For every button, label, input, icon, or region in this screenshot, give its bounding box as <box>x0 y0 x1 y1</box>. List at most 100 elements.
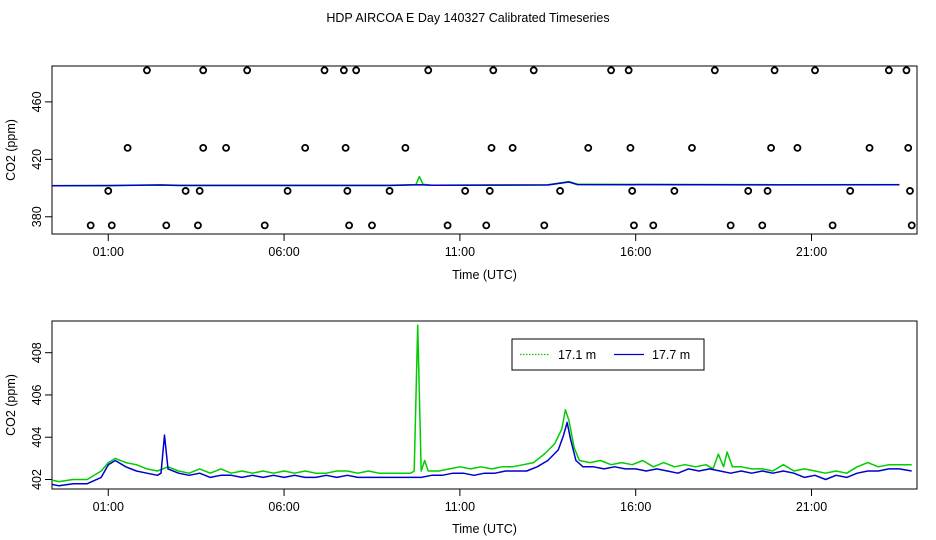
scatter-point <box>222 143 230 152</box>
top-panel: 01:00 06:00 11:00 16:00 21:00 380 420 460 Time (… <box>4 65 918 282</box>
x-axis-label: Time (UTC) <box>452 268 517 282</box>
scatter-point <box>828 221 837 230</box>
plot-frame <box>51 65 918 235</box>
scatter-point <box>443 221 452 230</box>
scatter-point <box>846 187 855 195</box>
scatter-point <box>726 221 735 230</box>
scatter-point <box>283 187 292 195</box>
scatter-point <box>556 187 564 195</box>
scatter-point <box>368 221 376 230</box>
y-tick-label: 460 <box>30 91 44 112</box>
scatter-point <box>260 221 269 230</box>
scatter-point <box>607 66 615 75</box>
scatter-point <box>744 187 753 195</box>
scatter-point <box>341 143 350 152</box>
scatter-point <box>107 221 116 230</box>
scatter-point <box>485 187 494 195</box>
y-axis-label: CO2 (ppm) <box>4 119 18 181</box>
plot-frame <box>51 320 918 490</box>
scatter-point <box>243 66 252 75</box>
x-tick-label: 11:00 <box>445 245 475 259</box>
scatter-series <box>86 66 916 230</box>
scatter-point <box>529 66 538 75</box>
y-tick-label: 380 <box>30 206 44 227</box>
scatter-point <box>123 143 132 152</box>
scatter-point <box>385 187 394 195</box>
scatter-point <box>86 221 95 230</box>
scatter-point <box>758 221 767 230</box>
scatter-point <box>904 143 913 152</box>
scatter-point <box>770 66 779 75</box>
x-tick-label: 21:00 <box>796 500 827 514</box>
scatter-point <box>710 66 719 75</box>
scatter-point <box>199 66 208 75</box>
scatter-point <box>461 187 470 195</box>
legend: 17.1 m 17.7 m <box>511 338 705 371</box>
scatter-point <box>181 187 190 195</box>
scatter-point <box>906 187 914 195</box>
scatter-point <box>628 187 637 195</box>
scatter-point <box>811 66 819 75</box>
scatter-point <box>907 221 916 230</box>
x-tick-label: 21:00 <box>796 245 827 259</box>
y-axis-label: CO2 (ppm) <box>4 374 18 436</box>
x-tick-label: 01:00 <box>93 500 124 514</box>
scatter-point <box>624 66 633 75</box>
scatter-point <box>489 66 498 75</box>
legend-label: 17.7 m <box>652 348 690 362</box>
plot-area <box>52 66 916 230</box>
scatter-point <box>162 221 171 230</box>
scatter-point <box>630 221 638 230</box>
scatter-point <box>688 143 696 152</box>
scatter-point <box>345 221 354 230</box>
scatter-point <box>143 66 151 75</box>
scatter-point <box>194 221 202 230</box>
scatter-point <box>865 143 874 152</box>
legend-label: 17.1 m <box>558 348 596 362</box>
scatter-point <box>649 221 658 230</box>
scatter-point <box>195 187 204 195</box>
scatter-point <box>352 66 361 75</box>
scatter-point <box>540 221 549 230</box>
scatter-point <box>401 143 410 152</box>
scatter-point <box>104 187 113 195</box>
scatter-point <box>584 143 593 152</box>
scatter-point <box>339 66 348 75</box>
scatter-point <box>902 66 911 75</box>
bottom-panel: 01:00 06:00 11:00 16:00 21:00 402 404 406 408 Tim… <box>4 320 918 536</box>
series-line-blue <box>52 181 900 187</box>
y-tick-label: 420 <box>30 149 44 170</box>
series-line-green <box>52 324 912 483</box>
x-tick-label: 16:00 <box>620 500 651 514</box>
figure-title: HDP AIRCOA E Day 140327 Calibrated Times… <box>326 11 609 25</box>
x-tick-label: 11:00 <box>445 500 475 514</box>
y-tick-label: 408 <box>30 342 44 363</box>
x-axis-label: Time (UTC) <box>452 522 517 536</box>
x-tick-label: 06:00 <box>268 500 299 514</box>
x-tick-label: 16:00 <box>620 245 651 259</box>
scatter-point <box>301 143 310 152</box>
plot-area <box>52 324 912 487</box>
y-tick-label: 404 <box>30 427 44 448</box>
series-line-blue <box>52 421 912 487</box>
scatter-point <box>670 187 679 195</box>
scatter-point <box>767 143 775 152</box>
scatter-point <box>482 221 491 230</box>
scatter-point <box>199 143 208 152</box>
scatter-point <box>343 187 352 195</box>
y-tick-label: 406 <box>30 384 44 405</box>
scatter-point <box>793 143 802 152</box>
scatter-point <box>508 143 517 152</box>
scatter-point <box>884 66 893 75</box>
x-tick-label: 01:00 <box>93 245 124 259</box>
x-tick-label: 06:00 <box>268 245 299 259</box>
legend-box <box>511 338 705 371</box>
y-tick-label: 402 <box>30 469 44 490</box>
scatter-point <box>626 143 635 152</box>
scatter-point <box>320 66 329 75</box>
scatter-point <box>763 187 772 195</box>
scatter-point <box>487 143 496 152</box>
scatter-point <box>424 66 433 75</box>
